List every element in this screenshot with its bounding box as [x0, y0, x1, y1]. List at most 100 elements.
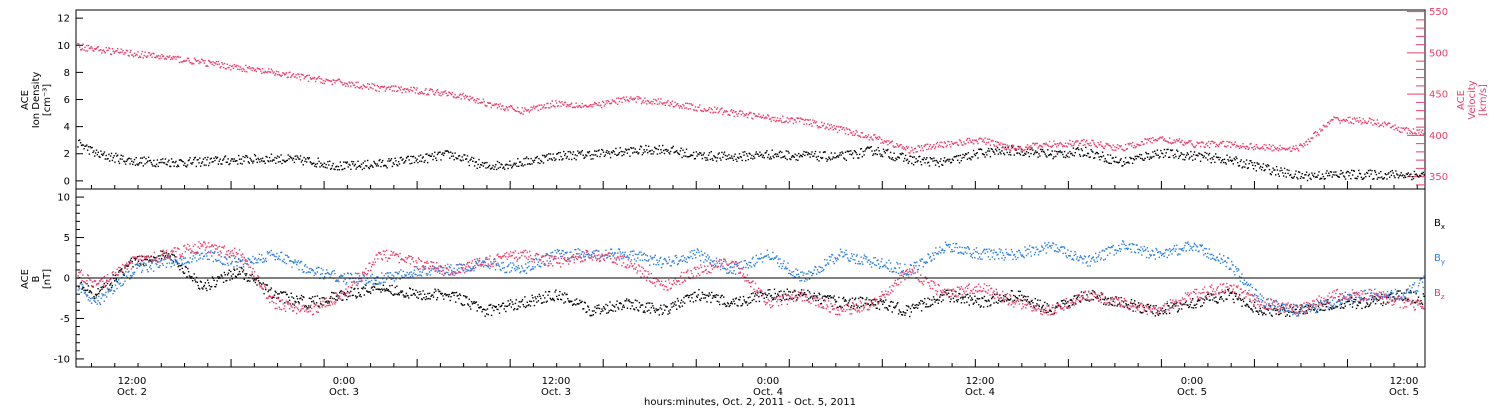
velocity-point [290, 76, 292, 78]
ion-density-point [414, 157, 417, 159]
velocity-point [428, 89, 431, 91]
bx-point [281, 292, 284, 294]
bx-point [296, 295, 298, 297]
velocity-point [1303, 142, 1305, 145]
ion-density-point [1373, 178, 1375, 180]
bx-point [234, 275, 237, 277]
bx-point [154, 257, 156, 259]
bx-point [767, 289, 769, 291]
bx-point [207, 282, 210, 284]
ion-density-point [432, 158, 434, 161]
ion-density-point [1009, 151, 1011, 153]
velocity-point [1141, 141, 1143, 143]
ion-density-point [116, 155, 118, 157]
ion-density-point [909, 155, 911, 157]
bx-point [325, 301, 327, 303]
bx-point [1044, 309, 1047, 312]
bx-point [1251, 309, 1253, 311]
bx-point [1110, 297, 1112, 299]
bx-point [245, 274, 247, 277]
ion-density-point [1089, 156, 1091, 158]
ion-density-point [1126, 161, 1128, 164]
velocity-point [1136, 143, 1138, 145]
ion-density-point [342, 168, 344, 170]
bx-point [1293, 311, 1295, 313]
velocity-point [206, 64, 208, 67]
ion-density-point [1214, 161, 1216, 163]
velocity-point [939, 141, 941, 144]
ion-density-point [549, 153, 552, 155]
ion-density-point [563, 150, 565, 153]
bx-point [753, 298, 755, 301]
bx-point [581, 300, 583, 303]
velocity-point [1360, 123, 1363, 125]
ion-density-point [1298, 171, 1300, 173]
velocity-point [1212, 140, 1214, 143]
bx-point [513, 308, 516, 310]
by-point [106, 287, 109, 289]
velocity-point [347, 85, 349, 87]
bx-point [1123, 306, 1125, 308]
bx-point [1367, 305, 1370, 308]
bx-point [990, 297, 993, 300]
bx-point [1048, 310, 1051, 312]
bx-point [420, 298, 423, 300]
ion-density-point [314, 163, 317, 166]
ion-density-point [190, 162, 192, 164]
bx-point [243, 278, 245, 280]
bx-point [727, 303, 730, 305]
bx-point [174, 256, 176, 258]
velocity-point [1105, 142, 1107, 145]
bx-point [1180, 308, 1183, 310]
bx-point [397, 292, 400, 295]
velocity-point [1230, 142, 1233, 144]
ion-density-point [1003, 153, 1006, 156]
bx-point [110, 283, 112, 285]
bx-point [1359, 301, 1361, 303]
ion-density-point [322, 166, 325, 168]
bx-point [910, 311, 912, 313]
bx-point [842, 297, 844, 300]
bx-point [379, 288, 381, 291]
x-tick-label-time: 12:00 [966, 376, 995, 387]
velocity-point [420, 91, 423, 93]
ion-density-point [1388, 172, 1390, 174]
velocity-point [571, 102, 573, 104]
ion-density-point [145, 158, 147, 160]
bx-point [916, 307, 919, 309]
velocity-point [991, 139, 993, 142]
velocity-point [1410, 130, 1412, 132]
bx-point [1215, 301, 1218, 303]
velocity-point [906, 147, 909, 149]
ion-density-point [1010, 154, 1012, 156]
bx-point [839, 305, 842, 308]
bx-point [536, 295, 539, 298]
ion-density-point [829, 159, 832, 161]
velocity-point [1145, 138, 1147, 141]
velocity-point [783, 121, 786, 123]
velocity-point [311, 78, 313, 80]
bx-point [1058, 304, 1060, 307]
ion-density-point [1418, 176, 1420, 178]
velocity-point [433, 93, 435, 95]
ion-density-point [231, 158, 234, 160]
bx-point [457, 294, 459, 297]
velocity-point [1135, 146, 1137, 148]
bx-point [140, 264, 142, 266]
bx-point [598, 304, 600, 306]
bx-point [704, 297, 707, 299]
ion-density-point [841, 151, 843, 153]
velocity-point [866, 136, 868, 139]
ion-density-point [1263, 170, 1265, 172]
bx-point [1413, 301, 1416, 304]
bx-point [416, 296, 418, 298]
velocity-point [876, 136, 878, 139]
ion-density-point [687, 156, 689, 158]
velocity-point [1080, 140, 1083, 142]
ion-density-point [1157, 154, 1159, 156]
ion-density-point [786, 158, 788, 161]
bx-point [904, 314, 906, 316]
ion-density-point [228, 163, 230, 166]
bx-point [678, 305, 680, 307]
bx-point [153, 257, 156, 259]
